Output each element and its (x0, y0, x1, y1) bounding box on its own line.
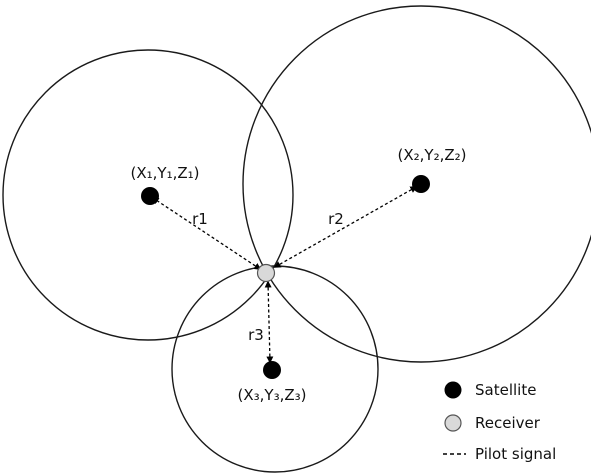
pilot-signal-line-3 (264, 280, 274, 364)
legend-receiver-icon (444, 414, 462, 432)
satellite-dot-1 (141, 187, 159, 205)
pilot-signal-line-1 (151, 197, 262, 270)
receiver-dot (256, 263, 276, 283)
range-label-r2: r2 (328, 210, 344, 228)
legend-receiver-label: Receiver (475, 414, 541, 432)
range-circle-2 (242, 5, 591, 363)
pilot-signal-line-2 (273, 186, 418, 268)
legend-pilot-signal-label: Pilot signal (475, 445, 556, 463)
range-label-r3: r3 (248, 326, 264, 344)
legend-satellite-icon (444, 381, 462, 399)
legend: Satellite Receiver Pilot signal (443, 381, 556, 463)
range-label-r1: r1 (192, 210, 208, 228)
satellite-label-3: (X₃,Y₃,Z₃) (238, 386, 307, 404)
satellite-label-1: (X₁,Y₁,Z₁) (131, 164, 200, 182)
satellite-dot-3 (263, 361, 281, 379)
legend-satellite-label: Satellite (475, 381, 536, 399)
satellite-label-2: (X₂,Y₂,Z₂) (398, 146, 467, 164)
satellite-dot-2 (412, 175, 430, 193)
